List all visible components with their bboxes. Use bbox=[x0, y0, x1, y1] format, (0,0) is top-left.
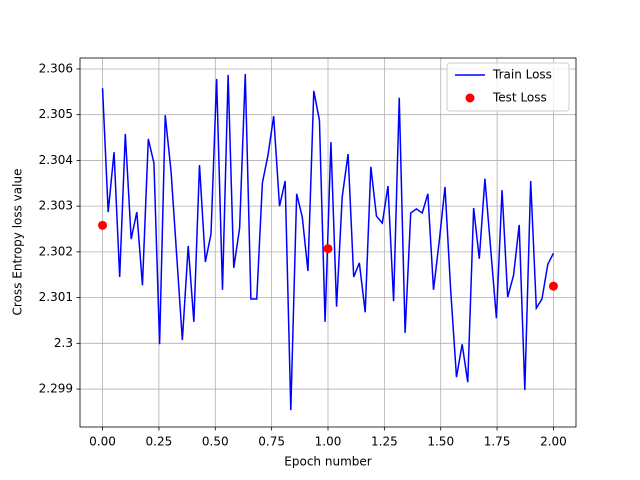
x-tick-label: 1.75 bbox=[484, 435, 511, 449]
x-tick-label: 0.50 bbox=[202, 435, 229, 449]
legend-label: Train Loss bbox=[492, 68, 552, 82]
legend-swatch bbox=[465, 93, 475, 103]
y-tick-label: 2.305 bbox=[39, 107, 73, 121]
plot-area bbox=[98, 73, 558, 411]
y-tick-label: 2.306 bbox=[39, 61, 73, 75]
train-loss-line bbox=[101, 73, 555, 411]
x-tick-label: 1.50 bbox=[427, 435, 454, 449]
y-tick-label: 2.3 bbox=[54, 336, 73, 350]
y-tick-label: 2.299 bbox=[39, 382, 73, 396]
test-loss-point bbox=[323, 244, 333, 254]
x-tick-label: 0.25 bbox=[146, 435, 173, 449]
legend-label: Test Loss bbox=[492, 91, 547, 105]
x-axis-label: Epoch number bbox=[284, 455, 371, 469]
y-tick-label: 2.301 bbox=[39, 290, 73, 304]
test-loss-point bbox=[548, 281, 558, 291]
y-tick-label: 2.302 bbox=[39, 244, 73, 258]
x-tick-label: 0.75 bbox=[258, 435, 285, 449]
x-tick-label: 1.25 bbox=[371, 435, 398, 449]
x-tick-label: 1.00 bbox=[315, 435, 342, 449]
y-axis-label: Cross Entropy loss value bbox=[11, 169, 25, 316]
ticks: 0.00 0.25 0.50 0.75 1.00 1.25 1.50 1.75 2.00 2.29… bbox=[39, 61, 567, 448]
test-loss-point bbox=[98, 220, 108, 230]
x-tick-label: 0.00 bbox=[89, 435, 116, 449]
x-tick-label: 2.00 bbox=[540, 435, 567, 449]
y-tick-label: 2.303 bbox=[39, 199, 73, 213]
legend: Train Loss Test Loss bbox=[446, 62, 570, 112]
y-tick-label: 2.304 bbox=[39, 153, 73, 167]
